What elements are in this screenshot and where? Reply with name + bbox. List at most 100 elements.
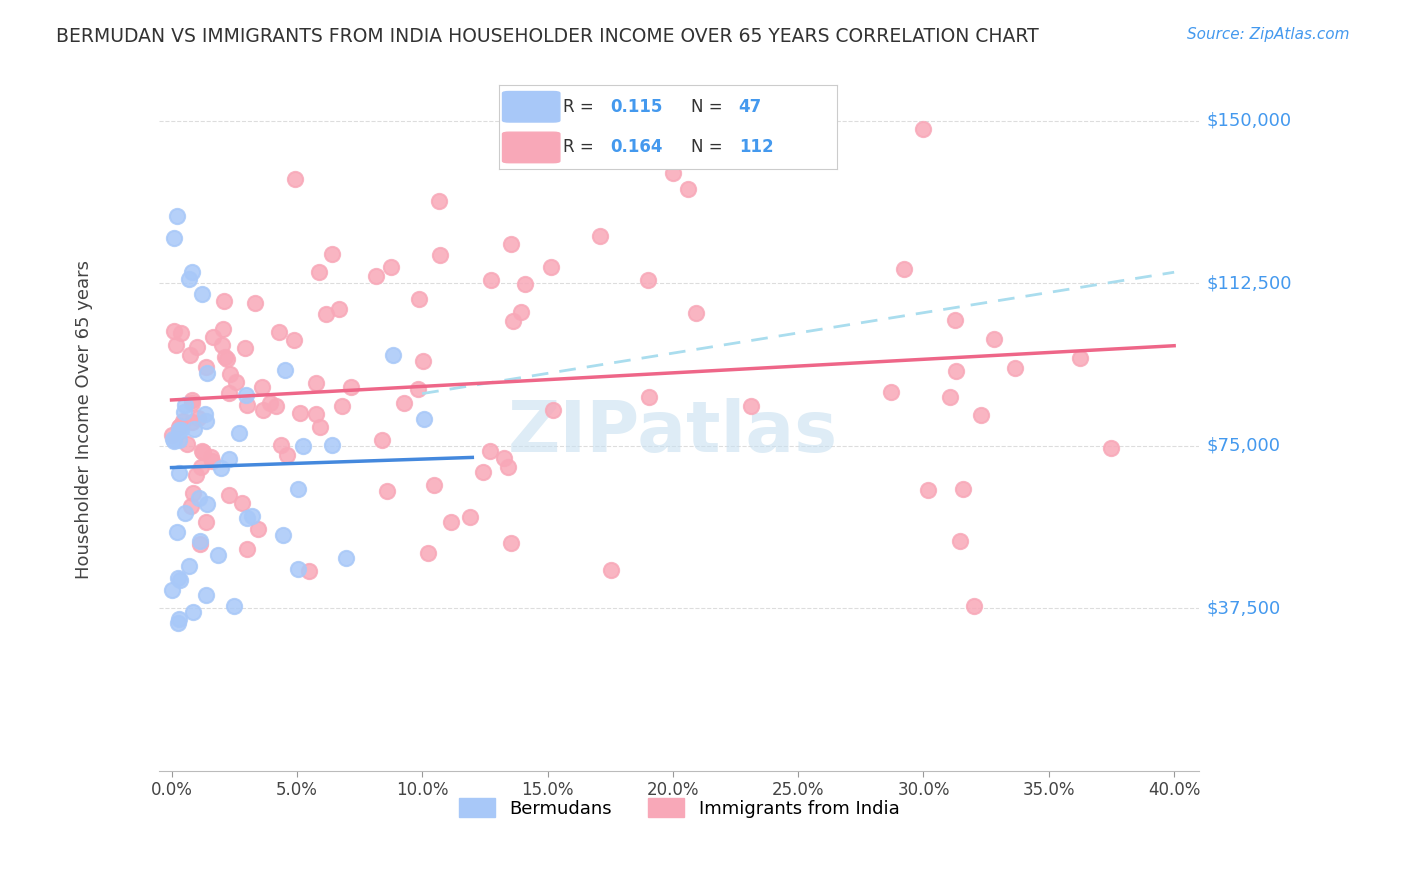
Text: Householder Income Over 65 years: Householder Income Over 65 years [75,260,93,579]
Point [515,277,537,292]
Point [179,272,201,286]
Point [181,393,204,408]
Point [160,427,183,442]
Point [191,444,214,458]
Point [236,510,259,524]
Point [328,301,350,316]
Text: $112,500: $112,500 [1206,274,1292,292]
Point [270,438,292,452]
Point [167,572,190,586]
FancyBboxPatch shape [502,132,560,162]
Point [276,449,298,463]
Point [246,522,269,536]
Point [177,559,200,574]
Point [218,385,240,400]
Point [392,396,415,410]
Point [676,182,699,196]
Point [184,467,207,482]
Point [970,409,993,423]
Point [939,391,962,405]
Point [162,582,184,597]
Point [637,390,659,404]
Point [501,536,523,550]
Point [180,265,202,279]
Point [945,364,967,378]
Point [214,350,236,364]
Point [917,483,939,498]
Point [983,332,1005,346]
Point [190,286,212,301]
Point [174,507,197,521]
Point [181,415,204,429]
Point [380,260,402,274]
Point [163,324,186,338]
Point [250,380,273,394]
Point [190,459,212,474]
Legend: Bermudans, Immigrants from India: Bermudans, Immigrants from India [451,791,907,825]
Point [169,573,191,587]
Point [264,400,287,414]
Text: $150,000: $150,000 [1206,112,1292,129]
Point [427,194,450,208]
Point [308,265,330,279]
Point [194,360,217,375]
Point [165,338,187,352]
Point [288,405,311,419]
Point [943,313,966,327]
Point [315,307,337,321]
Point [176,437,198,451]
Point [194,408,217,422]
Point [166,209,188,223]
FancyBboxPatch shape [502,92,560,122]
Point [912,122,935,136]
Point [335,551,357,566]
Point [321,247,343,261]
Point [167,612,190,626]
Text: $37,500: $37,500 [1206,599,1281,617]
Point [218,451,240,466]
Point [413,412,436,426]
Point [740,400,762,414]
Point [183,485,205,500]
Point [408,382,430,396]
Point [284,172,307,186]
Point [429,248,451,262]
Point [366,269,388,284]
Text: ZIPatlas: ZIPatlas [508,398,838,467]
Point [423,478,446,492]
Point [893,261,915,276]
Point [167,434,190,448]
Point [478,444,501,458]
Point [163,231,186,245]
Point [218,367,240,381]
Point [236,542,259,557]
Text: R =: R = [564,138,599,156]
Point [408,292,430,306]
Point [172,414,194,428]
Point [952,482,974,496]
Text: Source: ZipAtlas.com: Source: ZipAtlas.com [1187,27,1350,42]
Point [283,334,305,348]
Point [186,340,208,354]
Point [211,338,233,352]
Point [273,528,295,542]
Text: N =: N = [692,98,728,116]
Point [252,403,274,417]
Point [169,419,191,434]
Point [228,426,250,441]
Point [543,403,565,417]
Point [215,352,238,367]
Point [321,438,343,452]
Point [412,354,434,368]
Point [209,460,232,475]
Point [308,420,330,434]
Point [962,599,984,613]
Point [287,562,309,576]
Point [259,396,281,410]
Point [166,524,188,539]
Text: 0.164: 0.164 [610,138,664,156]
Point [637,273,659,287]
Point [169,423,191,437]
Point [540,260,562,275]
Text: $75,000: $75,000 [1206,436,1281,455]
